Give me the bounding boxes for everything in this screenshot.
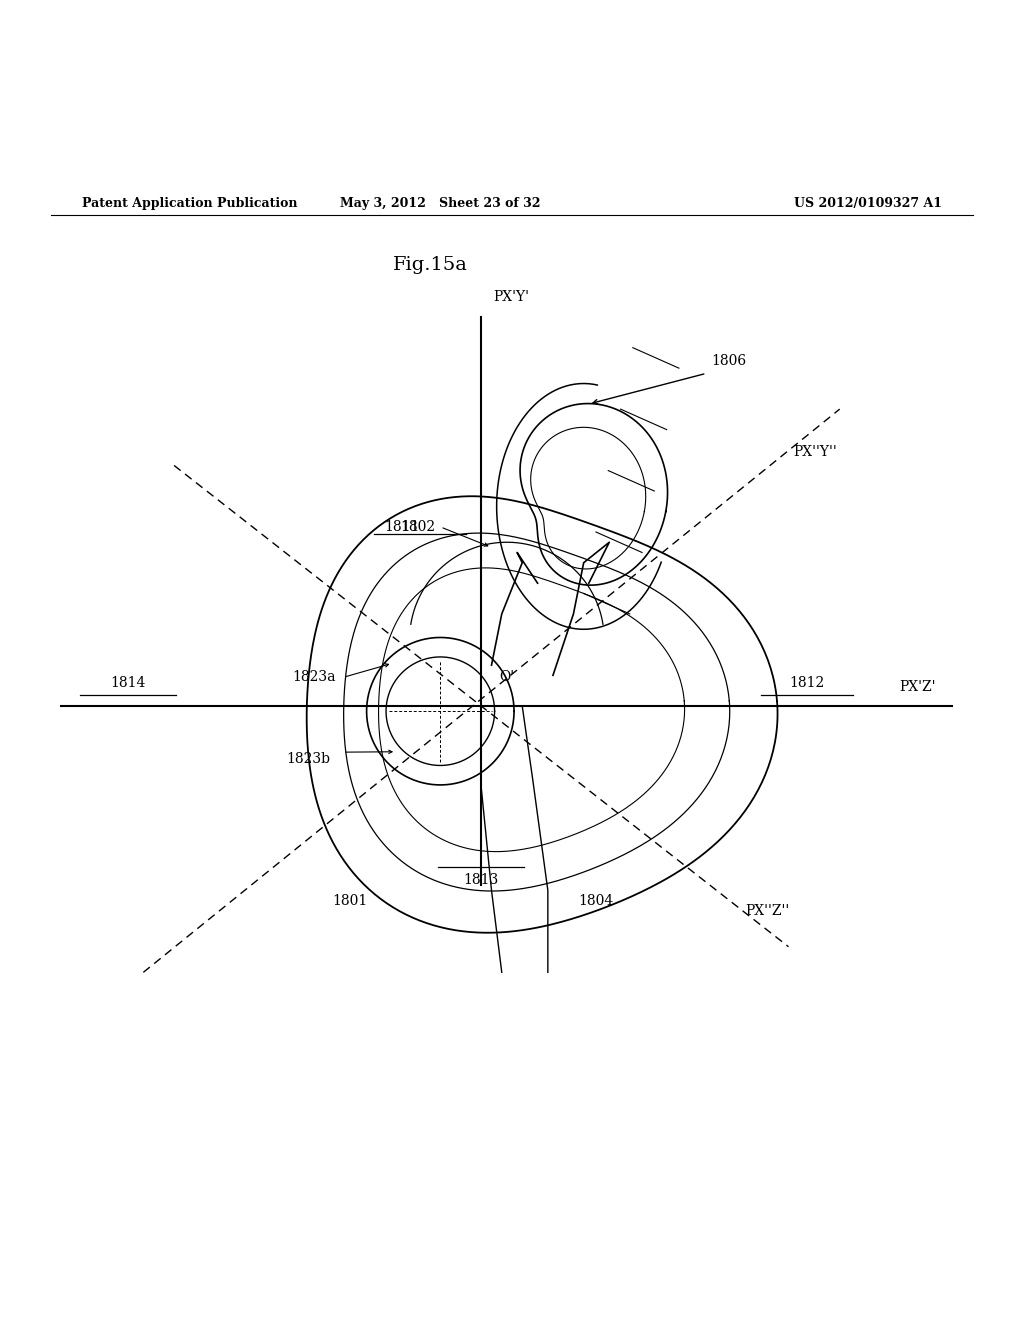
Text: 1801: 1801 <box>333 894 368 908</box>
Text: 1812: 1812 <box>790 676 824 689</box>
Text: Patent Application Publication: Patent Application Publication <box>82 197 297 210</box>
Text: 1802: 1802 <box>400 520 435 533</box>
Text: PX''Y'': PX''Y'' <box>794 445 838 459</box>
Text: May 3, 2012   Sheet 23 of 32: May 3, 2012 Sheet 23 of 32 <box>340 197 541 210</box>
Text: US 2012/0109327 A1: US 2012/0109327 A1 <box>794 197 942 210</box>
Text: 1806: 1806 <box>712 354 746 368</box>
Text: O': O' <box>500 669 515 684</box>
Text: 1823a: 1823a <box>292 669 335 684</box>
Text: PX'Z': PX'Z' <box>899 680 936 694</box>
Text: 1811: 1811 <box>384 520 420 533</box>
Text: PX''Z'': PX''Z'' <box>745 904 790 917</box>
Text: 1823b: 1823b <box>287 752 331 766</box>
Text: 1804: 1804 <box>579 894 613 908</box>
Text: PX'Y': PX'Y' <box>494 289 529 304</box>
Text: 1814: 1814 <box>111 676 145 689</box>
Text: Fig.15a: Fig.15a <box>392 256 468 273</box>
Text: 1813: 1813 <box>464 873 499 887</box>
